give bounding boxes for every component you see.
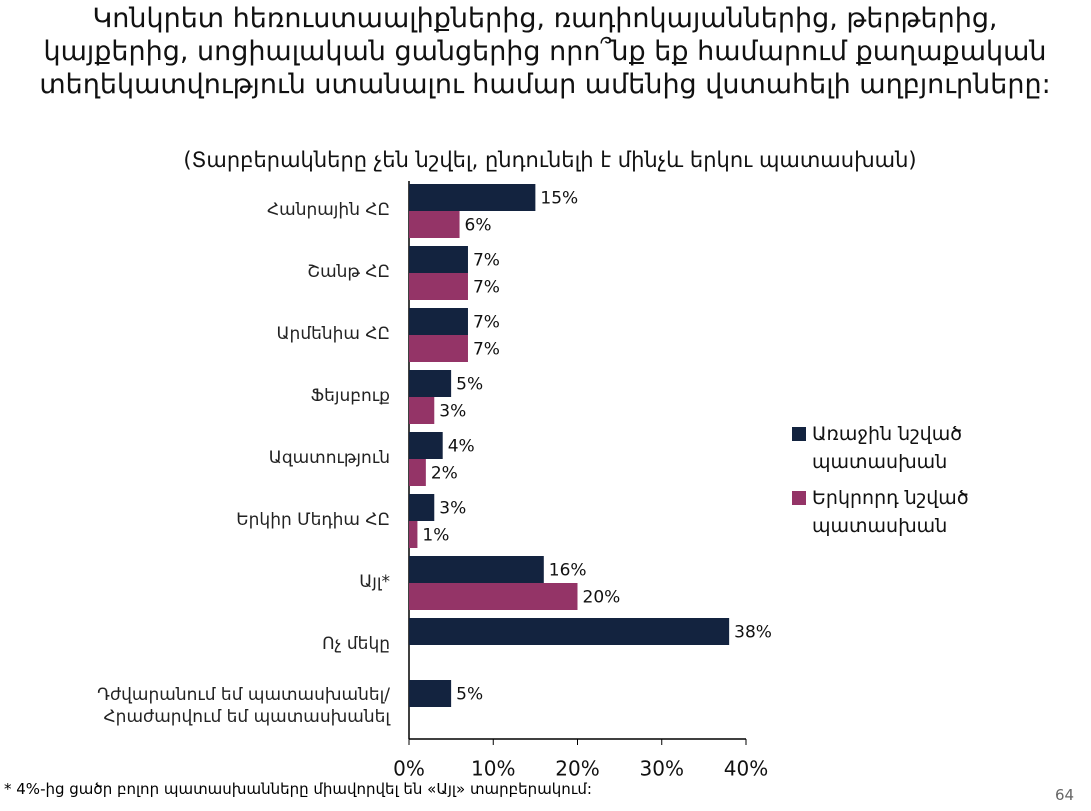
bar: [409, 246, 468, 273]
page-number: 64: [1055, 786, 1075, 804]
category-label: Այլ*: [359, 572, 390, 592]
bar: [409, 432, 443, 459]
data-label: 4%: [448, 437, 475, 457]
data-label: 7%: [473, 278, 500, 298]
x-tick-label: 30%: [640, 757, 684, 781]
category-label: Հանրային ՀԸ: [266, 200, 390, 220]
bar: [409, 521, 418, 548]
category-label: Դժվարանում եմ պատասխանել/ Հրաժարվում եմ …: [97, 685, 390, 727]
category-label: Արմենիա ՀԸ: [276, 324, 390, 344]
bar: [409, 494, 435, 521]
data-label: 38%: [734, 623, 772, 643]
bar: [409, 459, 426, 486]
x-tick-label: 20%: [555, 757, 599, 781]
x-tick-label: 10%: [471, 757, 515, 781]
data-label: 5%: [456, 375, 483, 395]
category-label: Ոչ մեկը: [322, 634, 390, 654]
category-label: Երկիր Մեդիա ՀԸ: [236, 510, 390, 530]
data-label: 7%: [473, 313, 500, 333]
bar: [409, 618, 730, 645]
data-label: 2%: [431, 464, 458, 484]
data-label: 5%: [456, 685, 483, 705]
bar: [409, 556, 544, 583]
data-label: 3%: [439, 499, 466, 519]
legend-swatch: [792, 491, 806, 505]
legend-swatch: [792, 427, 806, 441]
data-label: 16%: [549, 561, 587, 581]
x-tick-label: 40%: [724, 757, 768, 781]
footnote: * 4%-ից ցածր բոլոր պատասխանները միավորվե…: [4, 780, 592, 798]
x-tick-label: 0%: [393, 757, 425, 781]
legend-label: Երկրորդ նշված պատասխան: [812, 487, 969, 537]
data-label: 20%: [583, 588, 621, 608]
bar: [409, 273, 468, 300]
data-label: 6%: [465, 216, 492, 236]
bar: [409, 308, 468, 335]
data-label: 7%: [473, 251, 500, 271]
legend-label: Առաջին նշված պատասխան: [812, 423, 963, 473]
category-label: Շանթ ՀԸ: [307, 262, 390, 282]
bar: [409, 211, 460, 238]
data-label: 3%: [439, 402, 466, 422]
bar: [409, 583, 578, 610]
bar: [409, 370, 452, 397]
bar: [409, 680, 452, 707]
chart-subtitle: (Տարբերակները չեն նշվել, ընդունելի է մին…: [183, 148, 917, 172]
bar: [409, 184, 536, 211]
data-label: 1%: [422, 526, 449, 546]
chart-title: Կոնկրետ հեռուստաալիքներից, ռադիոկայաններ…: [39, 3, 1051, 100]
data-label: 15%: [540, 189, 578, 209]
category-label: Ֆեյսբուք: [310, 386, 390, 406]
bar: [409, 335, 468, 362]
category-label: Ազատություն: [268, 448, 390, 468]
data-label: 7%: [473, 340, 500, 360]
bar: [409, 397, 435, 424]
